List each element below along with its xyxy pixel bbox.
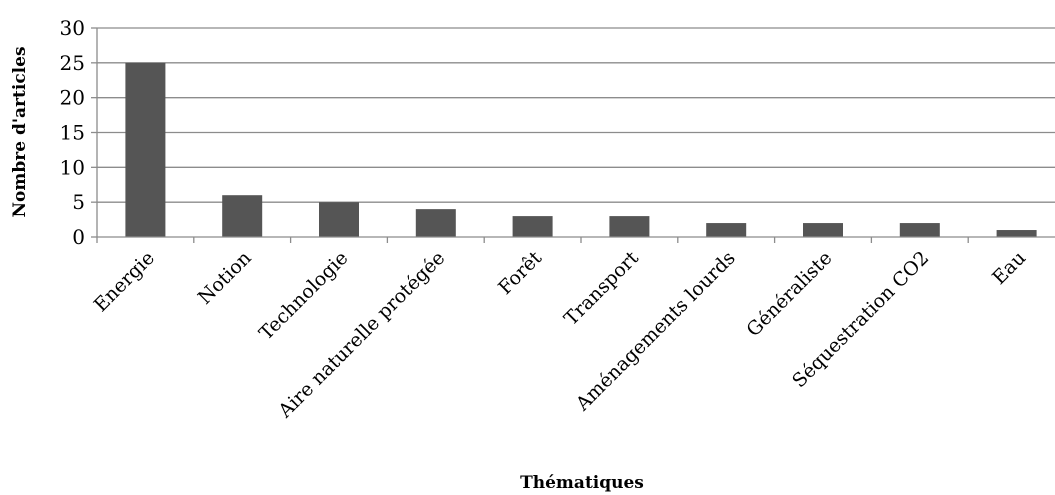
- bars: [125, 62, 1037, 238]
- bar-5: [609, 216, 650, 237]
- bar-4: [512, 216, 553, 237]
- bar-9: [996, 230, 1037, 237]
- x-category-label: Aire naturelle protégée: [274, 247, 450, 423]
- x-axis-title: Thématiques: [520, 473, 644, 493]
- y-tick-label: 20: [60, 86, 85, 110]
- x-category-label: Transport: [560, 247, 643, 330]
- bar-1: [222, 195, 263, 237]
- y-tick-label: 0: [72, 225, 85, 249]
- x-category-label: Forêt: [494, 247, 546, 299]
- x-category-label: Technologie: [255, 247, 353, 345]
- bar-2: [319, 202, 359, 237]
- y-tick-label: 10: [60, 155, 85, 179]
- x-category-label: Généraliste: [742, 247, 836, 341]
- axes: [91, 27, 1055, 243]
- x-category-label: Notion: [194, 247, 256, 309]
- x-category-label: Eau: [988, 247, 1030, 289]
- x-category-label: Aménagements lourds: [571, 247, 740, 416]
- bar-7: [803, 223, 843, 237]
- bar-8: [899, 223, 940, 237]
- bar-6: [706, 223, 747, 237]
- y-tick-label: 15: [60, 121, 85, 145]
- y-tick-labels: 0 5 10 15 20 25 30: [60, 16, 85, 249]
- y-tick-label: 30: [60, 16, 85, 40]
- y-axis-title: Nombre d'articles: [10, 46, 30, 217]
- y-tick-label: 5: [72, 190, 85, 214]
- y-tick-label: 25: [60, 51, 85, 75]
- bar-0: [125, 62, 166, 238]
- x-category-label: Energie: [90, 247, 159, 316]
- gridlines: [97, 27, 1055, 203]
- bar-3: [415, 209, 456, 237]
